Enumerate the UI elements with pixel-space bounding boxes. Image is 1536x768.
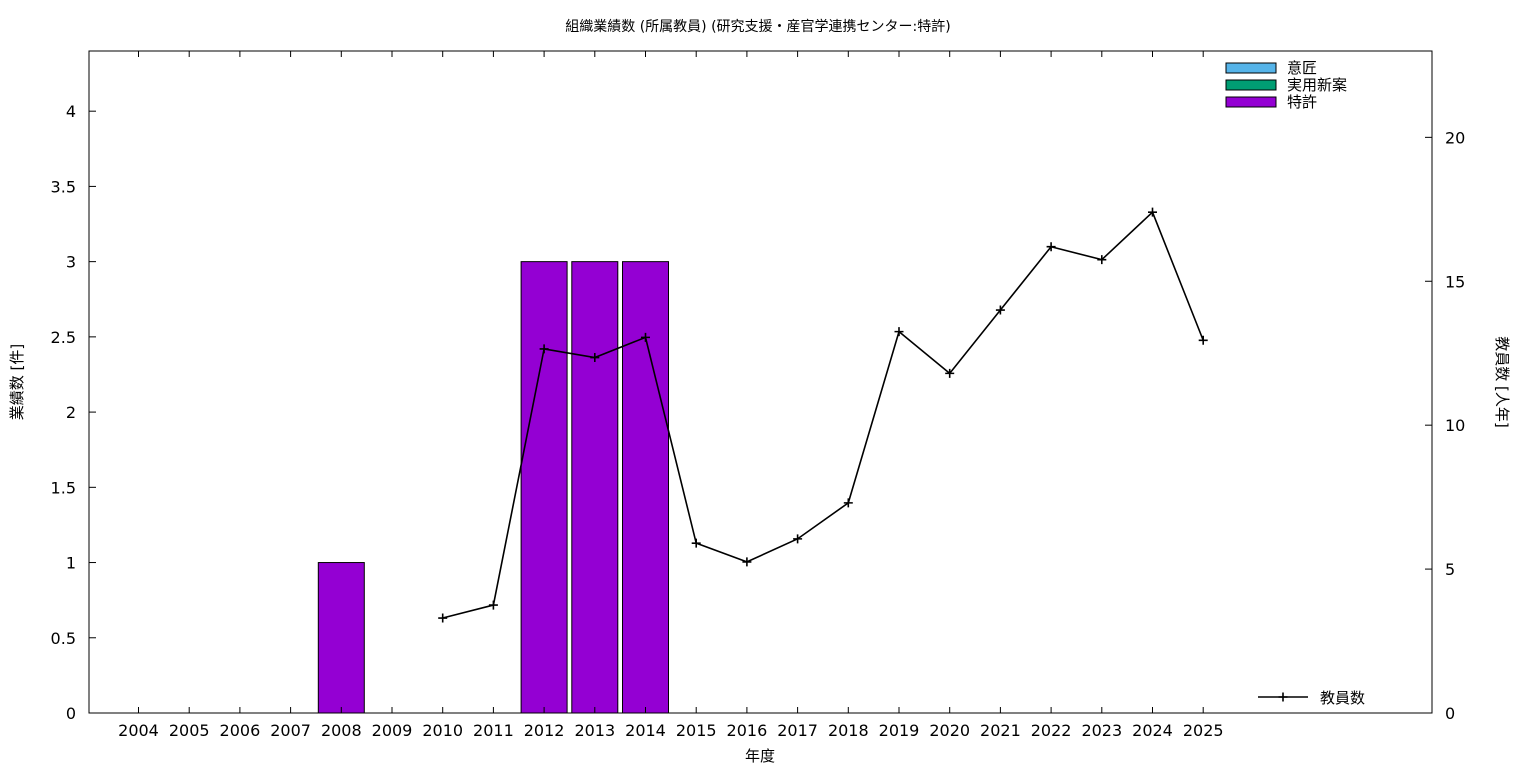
x-tick-label: 2008 xyxy=(321,721,362,740)
legend-swatch-2 xyxy=(1225,96,1277,108)
y-tick-label: 4 xyxy=(66,102,76,121)
staff-count-point-2023 xyxy=(1097,255,1107,265)
staff-count-point-2017 xyxy=(793,534,803,544)
x-tick-label: 2010 xyxy=(422,721,463,740)
line-legend: 教員数 xyxy=(1258,689,1365,707)
y-tick-labels: 0 0.5 1 1.5 2 2.5 3 3.5 4 xyxy=(51,102,96,723)
x-tick-label: 2006 xyxy=(220,721,261,740)
staff-count-point-2020 xyxy=(945,368,955,378)
x-tick-label: 2022 xyxy=(1031,721,1072,740)
staff-count-line xyxy=(442,210,1204,619)
bar-2-2014 xyxy=(622,261,669,714)
y-tick-label: 1.5 xyxy=(51,478,76,497)
y-tick-label: 3 xyxy=(66,253,76,272)
staff-count-point-2012 xyxy=(539,344,549,354)
x-tick-label: 2011 xyxy=(473,721,514,740)
x-tick-labels: 2004 2005 2006 2007 2008 2009 2010 2011 2012 2013… xyxy=(118,51,1224,740)
x-tick-label: 2013 xyxy=(574,721,615,740)
x-tick-label: 2020 xyxy=(929,721,970,740)
y2-tick-label: 0 xyxy=(1445,704,1455,723)
legend-swatch-1 xyxy=(1225,79,1277,91)
staff-count-point-2022 xyxy=(1046,242,1056,252)
staff-count-point-2016 xyxy=(742,557,752,567)
x-tick-label: 2004 xyxy=(118,721,159,740)
bar-2-2008 xyxy=(317,562,365,714)
y-tick-label: 1 xyxy=(66,554,76,573)
staff-count-point-2021 xyxy=(995,305,1005,315)
x-tick-label: 2016 xyxy=(727,721,768,740)
staff-count-point-2015 xyxy=(691,538,701,548)
x-axis-label: 年度 xyxy=(745,747,775,765)
x-tick-label: 2024 xyxy=(1132,721,1173,740)
y-tick-label: 0 xyxy=(66,704,76,723)
bars xyxy=(317,261,669,714)
y2-tick-labels: 0 5 10 15 20 xyxy=(1425,128,1465,723)
line-legend-marker xyxy=(1278,692,1288,702)
staff-count-point-2010 xyxy=(438,613,448,623)
y2-tick-label: 20 xyxy=(1445,128,1465,147)
y-tick-label: 0.5 xyxy=(51,629,76,648)
legend-swatch-0 xyxy=(1225,62,1277,74)
staff-count-point-2011 xyxy=(488,600,498,610)
y2-tick-label: 10 xyxy=(1445,416,1465,435)
staff-count-point-2019 xyxy=(894,327,904,337)
y2-tick-label: 5 xyxy=(1445,560,1455,579)
legend-label: 特許 xyxy=(1287,93,1317,111)
chart-title: 組織業績数 (所属教員) (研究支援・産官学連携センター:特許) xyxy=(565,19,950,35)
staff-count-point-2024 xyxy=(1148,207,1157,217)
x-tick-label: 2017 xyxy=(777,721,818,740)
y-tick-label: 2 xyxy=(66,403,76,422)
x-tick-label: 2021 xyxy=(980,721,1021,740)
legend-label: 実用新案 xyxy=(1287,76,1347,94)
x-tick-label: 2014 xyxy=(625,721,666,740)
line-series xyxy=(438,207,1208,623)
staff-count-point-2013 xyxy=(590,353,600,363)
x-tick-label: 2005 xyxy=(169,721,210,740)
x-tick-label: 2018 xyxy=(828,721,869,740)
y2-axis-label: 教員数 [人年] xyxy=(1493,336,1511,427)
x-tick-label: 2025 xyxy=(1183,721,1224,740)
staff-count-point-2014 xyxy=(641,332,650,342)
bar-2-2012 xyxy=(520,261,568,714)
staff-count-point-2018 xyxy=(843,498,853,508)
x-tick-label: 2007 xyxy=(270,721,311,740)
staff-count-point-2025 xyxy=(1198,335,1208,345)
legend-label: 意匠 xyxy=(1287,59,1317,77)
y-axis-label: 業績数 [件] xyxy=(8,344,26,420)
x-tick-label: 2023 xyxy=(1081,721,1122,740)
bar-2-2013 xyxy=(571,261,619,714)
x-tick-label: 2009 xyxy=(372,721,413,740)
y-tick-label: 2.5 xyxy=(51,328,76,347)
x-tick-label: 2019 xyxy=(879,721,920,740)
y-tick-label: 3.5 xyxy=(51,177,76,196)
y2-tick-label: 15 xyxy=(1445,272,1465,291)
x-tick-label: 2015 xyxy=(676,721,717,740)
line-legend-label: 教員数 xyxy=(1320,689,1365,707)
plot-frame xyxy=(88,50,1433,714)
x-tick-label: 2012 xyxy=(524,721,565,740)
